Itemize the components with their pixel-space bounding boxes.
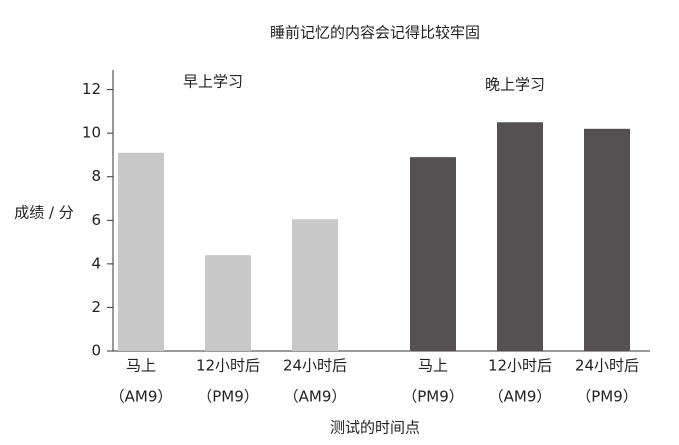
x-tick-label: 马上 (418, 357, 448, 375)
bar (118, 152, 164, 351)
x-tick-sublabel: （AM9） (489, 388, 552, 406)
x-tick-label: 24小时后 (575, 357, 639, 375)
x-tick-sublabel: （AM9） (284, 388, 347, 406)
y-axis-label: 成绩 / 分 (14, 204, 74, 222)
y-tick-label: 0 (91, 342, 101, 360)
x-axis-label: 测试的时间点 (330, 419, 420, 437)
y-tick-label: 8 (91, 167, 101, 185)
bar (497, 122, 543, 351)
x-tick-sublabel: （PM9） (576, 388, 638, 406)
x-tick-label: 12小时后 (196, 357, 260, 375)
x-tick-label: 马上 (126, 357, 156, 375)
x-tick-sublabel: （AM9） (110, 388, 173, 406)
bar (292, 219, 338, 351)
bar (205, 255, 251, 351)
x-tick-sublabel: （PM9） (402, 388, 464, 406)
y-tick-label: 12 (82, 80, 101, 98)
group-label: 早上学习 (183, 73, 243, 91)
y-tick-label: 10 (82, 124, 101, 142)
x-tick-label: 24小时后 (283, 357, 347, 375)
x-tick-label: 12小时后 (488, 357, 552, 375)
bar (410, 157, 456, 351)
bar (584, 128, 630, 351)
y-tick-label: 6 (91, 211, 101, 229)
x-tick-sublabel: （PM9） (197, 388, 259, 406)
group-label: 晚上学习 (485, 76, 545, 94)
y-tick-label: 4 (91, 254, 101, 272)
y-tick-label: 2 (91, 298, 101, 316)
chart-title: 睡前记忆的内容会记得比较牢固 (270, 24, 480, 42)
